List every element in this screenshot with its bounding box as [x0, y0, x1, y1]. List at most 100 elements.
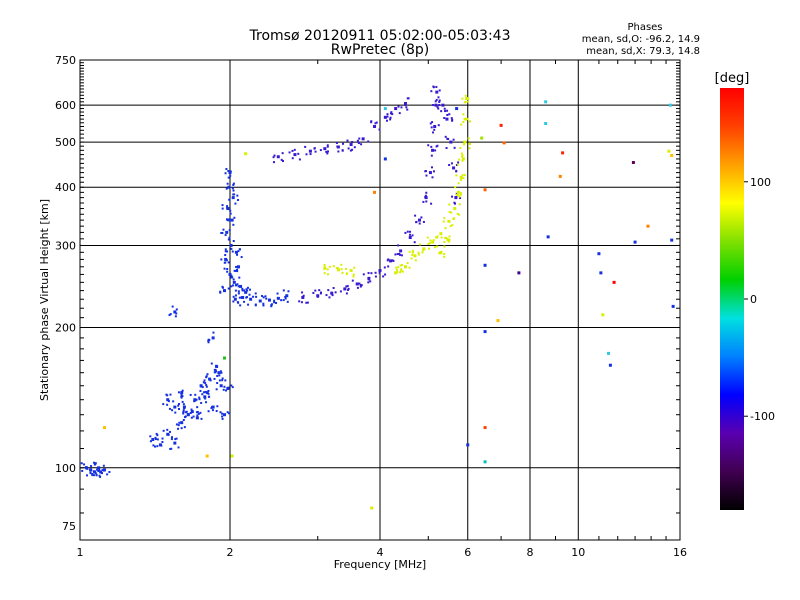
data-point — [434, 100, 437, 103]
data-point — [261, 294, 264, 297]
data-point — [349, 143, 353, 147]
data-point — [411, 251, 414, 254]
data-point — [357, 141, 360, 144]
data-point — [170, 436, 173, 439]
data-point — [671, 304, 675, 308]
data-point — [243, 300, 246, 303]
data-point — [459, 197, 462, 200]
data-point — [81, 469, 84, 472]
data-point — [461, 159, 464, 162]
data-point — [305, 301, 308, 304]
data-point — [227, 185, 231, 189]
data-point — [219, 291, 222, 294]
data-point — [397, 266, 400, 269]
data-point — [232, 278, 235, 281]
data-point — [339, 290, 342, 293]
data-point — [229, 209, 232, 212]
data-point — [273, 154, 276, 157]
data-point — [435, 90, 439, 94]
data-point — [175, 312, 178, 315]
data-point — [558, 174, 562, 178]
data-point — [183, 407, 186, 410]
data-point — [228, 412, 231, 415]
data-point — [417, 251, 420, 254]
data-point — [399, 264, 402, 267]
data-point — [351, 140, 354, 143]
data-point — [378, 269, 382, 273]
data-point — [546, 235, 550, 239]
data-point — [345, 285, 348, 288]
data-point — [173, 441, 177, 445]
stats-x-mode: mean, sd,X: 79.3, 14.8 — [586, 46, 700, 57]
data-point — [241, 287, 244, 290]
data-point — [326, 268, 329, 271]
data-point — [370, 272, 373, 275]
data-point — [360, 143, 363, 146]
data-point — [166, 394, 169, 397]
data-point — [228, 198, 231, 201]
data-point — [457, 182, 460, 185]
data-point — [462, 143, 465, 146]
data-point — [607, 351, 611, 355]
data-point — [390, 112, 393, 115]
data-point — [384, 116, 387, 119]
data-point — [223, 261, 226, 264]
data-point — [401, 263, 404, 266]
data-point — [200, 385, 203, 388]
chart-subtitle: RwPretec (8p) — [331, 42, 429, 58]
data-point — [240, 256, 243, 259]
data-point — [230, 285, 233, 288]
data-point — [98, 474, 101, 477]
data-point — [358, 137, 361, 140]
data-point — [194, 399, 197, 402]
data-point — [403, 265, 407, 269]
data-point — [459, 175, 463, 179]
data-point — [184, 411, 187, 414]
data-point — [404, 231, 407, 234]
data-point — [243, 289, 246, 292]
data-point — [225, 168, 228, 171]
data-point — [544, 122, 548, 126]
data-point — [450, 211, 453, 214]
data-point — [198, 396, 201, 399]
y-tick-label: 75 — [62, 520, 76, 533]
data-point — [432, 131, 435, 134]
colorbar-label: [deg] — [715, 71, 750, 86]
data-point — [236, 283, 239, 286]
data-point — [336, 267, 339, 270]
data-point — [451, 119, 454, 122]
data-point — [454, 202, 457, 205]
x-tick-label: 1 — [77, 546, 84, 559]
data-point — [425, 200, 428, 203]
data-point — [231, 386, 234, 389]
x-tick-label: 6 — [464, 546, 471, 559]
data-point — [438, 99, 441, 102]
data-point — [326, 273, 329, 276]
data-point — [455, 170, 458, 173]
scatter-points — [80, 85, 675, 510]
colorbar-tick-label: 100 — [750, 176, 771, 189]
data-point — [360, 284, 363, 287]
data-point — [220, 231, 223, 234]
data-point — [205, 385, 208, 388]
data-point — [223, 289, 226, 292]
data-point — [96, 468, 99, 471]
data-point — [443, 107, 446, 110]
data-point — [668, 103, 672, 107]
data-point — [517, 271, 521, 275]
data-point — [254, 292, 257, 295]
data-point — [230, 454, 234, 458]
data-point — [210, 362, 213, 365]
data-point — [152, 444, 155, 447]
data-point — [100, 472, 103, 475]
data-point — [458, 213, 461, 216]
data-point — [225, 389, 228, 392]
data-point — [206, 373, 209, 376]
data-point — [262, 304, 265, 307]
data-point — [438, 100, 441, 103]
data-point — [390, 111, 393, 114]
data-point — [428, 242, 431, 245]
data-point — [305, 153, 308, 156]
data-point — [345, 272, 348, 275]
data-point — [228, 218, 231, 221]
